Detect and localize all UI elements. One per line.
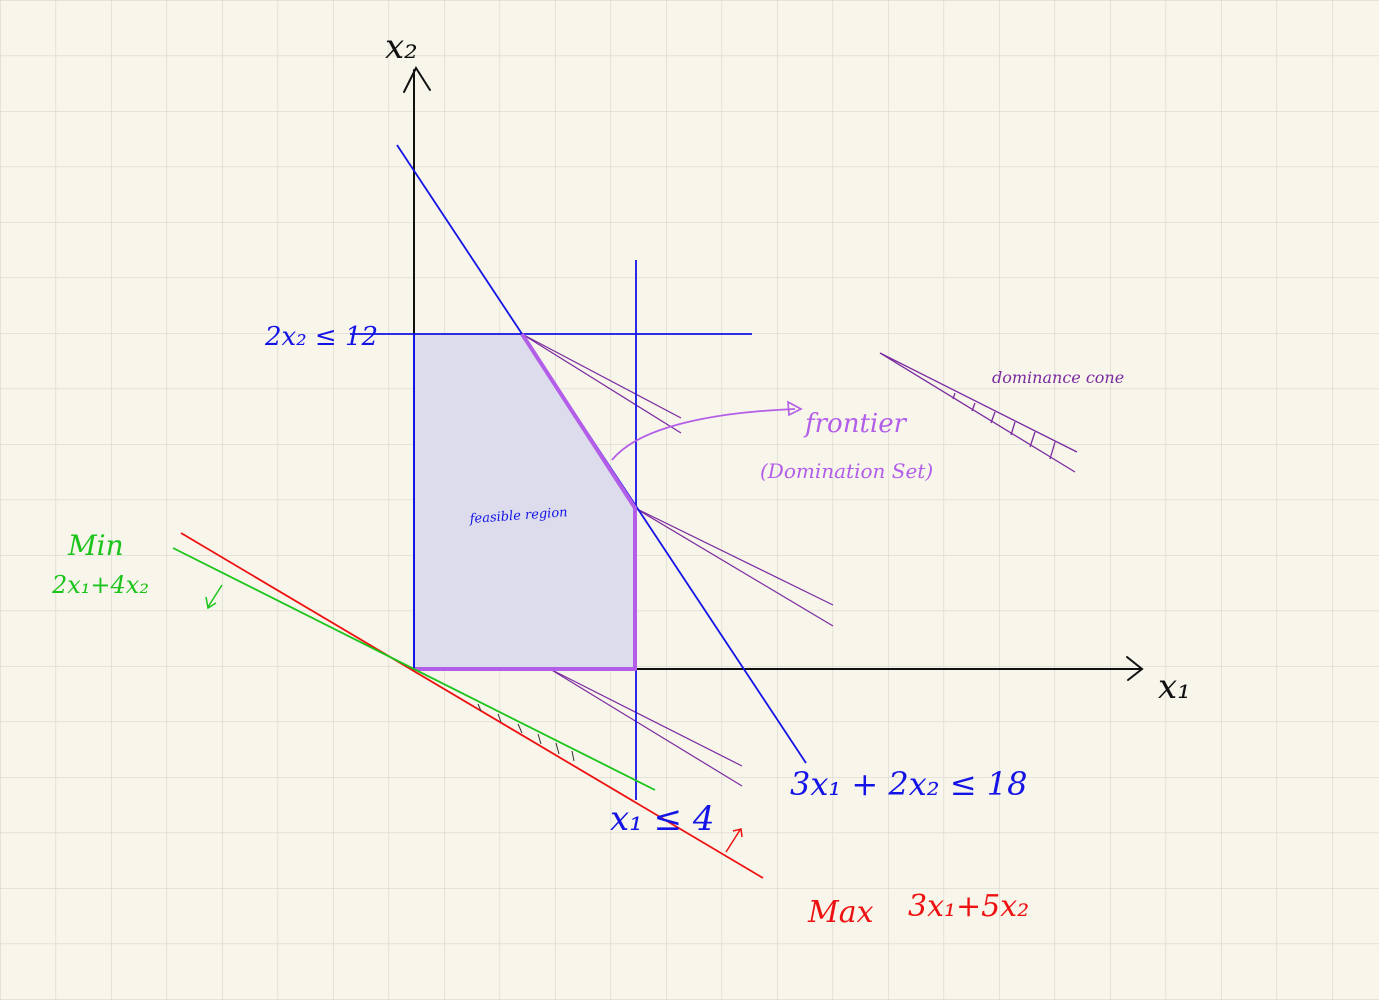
min-direction-arrow [205,584,223,610]
cone-hatch [952,392,1056,460]
frontier-segments [414,332,637,671]
cone-ray [549,668,743,767]
x2-axis-label: x₂ [385,27,418,67]
min-objective-word: Min [67,529,124,562]
min-arrow-shaft [207,584,223,608]
x1-axis-arrowhead [1126,656,1144,681]
vertex-cones [521,333,834,787]
constraint-label-3x1-2x2-le-18: 3x₁ + 2x₂ ≤ 18 [790,765,1028,803]
cone-ray [521,333,682,434]
min-arrow-head [205,596,217,610]
min-objective-expression: 2x₁+4x₂ [51,571,149,599]
max-arrow-shaft [725,829,741,853]
objective-wedge-hatch [477,703,575,762]
cone-edge-lower [879,352,1076,473]
frontier-pointer-arrow [611,408,796,461]
max-direction-arrow [725,828,743,853]
feasible-region [414,334,635,669]
min-objective-line [172,547,656,791]
max-objective-word: Max [807,895,874,930]
dominance-cone-label: dominance cone [992,368,1124,387]
frontier-label: frontier [803,409,908,439]
max-objective-expression: 3x₁+5x₂ [908,889,1029,924]
frontier-sublabel: (Domination Set) [760,459,933,483]
max-objective-line [180,532,764,879]
cone-ray [521,333,682,419]
x1-axis-label: x₁ [1158,667,1191,707]
cone-ray [634,507,834,606]
feasible-region-label: feasible region [468,505,568,527]
cone-ray [549,668,743,787]
frontier-pointer-arrowhead [787,400,803,417]
constraint-label-x1-le-4: x₁ ≤ 4 [610,799,715,839]
max-arrow-head [732,828,743,838]
cone-edge-upper [879,352,1078,453]
constraint-label-2x2-le-12: 2x₂ ≤ 12 [264,322,378,352]
dominance-cone-illustration [879,352,1078,473]
cone-ray [634,507,834,627]
x2-axis-arrowhead [403,65,431,93]
